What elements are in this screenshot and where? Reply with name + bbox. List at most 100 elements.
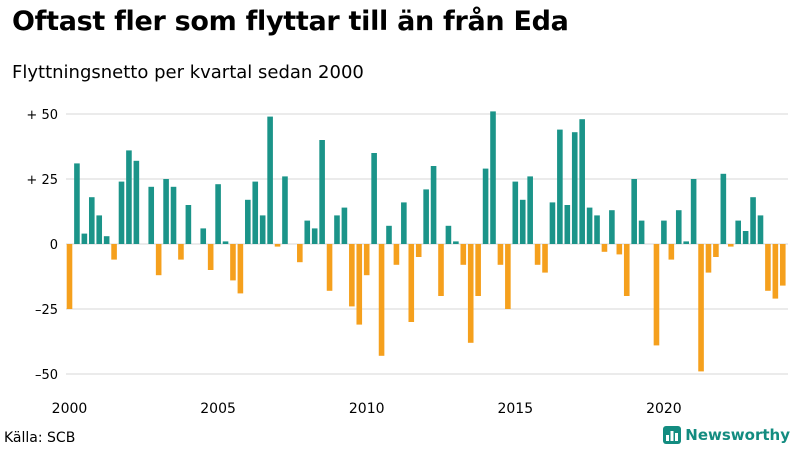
x-tick-label: 2010 [349, 401, 385, 417]
bar [638, 220, 645, 244]
bar [215, 184, 221, 244]
bar [497, 244, 504, 265]
bar [282, 176, 288, 244]
bar [675, 210, 682, 244]
bar [386, 225, 392, 244]
bar [408, 244, 415, 322]
bar [252, 181, 259, 244]
bar [267, 116, 273, 244]
bar [74, 163, 80, 244]
bar [631, 179, 637, 244]
bar [549, 202, 556, 244]
bar [319, 140, 325, 244]
gridlines [66, 113, 788, 375]
bar [616, 244, 623, 255]
bar [66, 244, 73, 309]
bar [623, 244, 630, 296]
y-tick-label: 0 [50, 238, 58, 253]
bar [519, 199, 526, 244]
bar [222, 241, 229, 244]
bar [534, 244, 541, 265]
bar [698, 244, 704, 372]
y-tick-label: –50 [35, 368, 58, 383]
y-tick-label: –25 [35, 303, 58, 318]
bar [445, 225, 452, 244]
bar [423, 189, 429, 244]
bar [765, 244, 771, 291]
bar [326, 244, 333, 291]
bar [230, 244, 236, 281]
x-tick-label: 2000 [52, 401, 88, 417]
chart-subtitle: Flyttningsnetto per kvartal sedan 2000 [12, 62, 364, 83]
y-axis-ticks: + 50 + 25 0 –25 –50 [26, 108, 58, 383]
bar [727, 244, 734, 247]
x-tick-label: 2015 [497, 401, 533, 417]
bar [735, 220, 741, 244]
bar [690, 179, 697, 244]
bar [579, 119, 585, 244]
bar [393, 244, 400, 265]
bar [586, 207, 593, 244]
bar [103, 236, 110, 244]
bar [683, 241, 689, 244]
source-note: Källa: SCB [4, 430, 76, 446]
bar [467, 244, 474, 343]
bar [653, 244, 660, 346]
bar [564, 205, 571, 244]
bar [178, 244, 184, 260]
bar [609, 210, 615, 244]
bar [542, 244, 548, 273]
bar [311, 228, 318, 244]
bar [512, 181, 519, 244]
bar [155, 244, 162, 276]
bar [713, 244, 719, 257]
bar [750, 197, 756, 244]
bar [111, 244, 117, 260]
x-tick-label: 2005 [200, 401, 236, 417]
bar [378, 244, 385, 356]
bar [118, 181, 125, 244]
bar [779, 244, 786, 286]
bar [349, 244, 355, 307]
bar [133, 160, 140, 244]
bar [668, 244, 675, 260]
bar [475, 244, 481, 296]
bar [490, 111, 496, 245]
bar [148, 186, 155, 244]
bar [438, 244, 444, 296]
bar [482, 168, 489, 244]
bar [363, 244, 370, 276]
bar [297, 244, 303, 263]
bar [126, 150, 132, 244]
bar [601, 244, 608, 252]
bar [170, 186, 177, 244]
bar [341, 207, 348, 244]
bar [401, 202, 407, 244]
bar [557, 129, 563, 244]
bar [334, 215, 340, 244]
bar [356, 244, 363, 325]
bar [259, 215, 266, 244]
bar [527, 176, 533, 244]
bar [304, 220, 311, 244]
brand-logo: Newsworthy [663, 426, 790, 444]
brand-name: Newsworthy [685, 426, 790, 444]
bars [66, 111, 786, 372]
bar [88, 197, 95, 244]
bar [742, 231, 749, 244]
bar [185, 205, 192, 244]
bar [772, 244, 779, 299]
bar [571, 132, 578, 244]
bar [237, 244, 244, 294]
bar [720, 173, 727, 244]
bar [163, 179, 169, 244]
y-tick-label: + 25 [26, 173, 58, 188]
x-tick-label: 2020 [646, 401, 682, 417]
bar [415, 244, 422, 257]
bar [245, 199, 251, 244]
bar [81, 233, 88, 244]
bar [200, 228, 207, 244]
bar [274, 244, 281, 247]
bar [207, 244, 214, 270]
